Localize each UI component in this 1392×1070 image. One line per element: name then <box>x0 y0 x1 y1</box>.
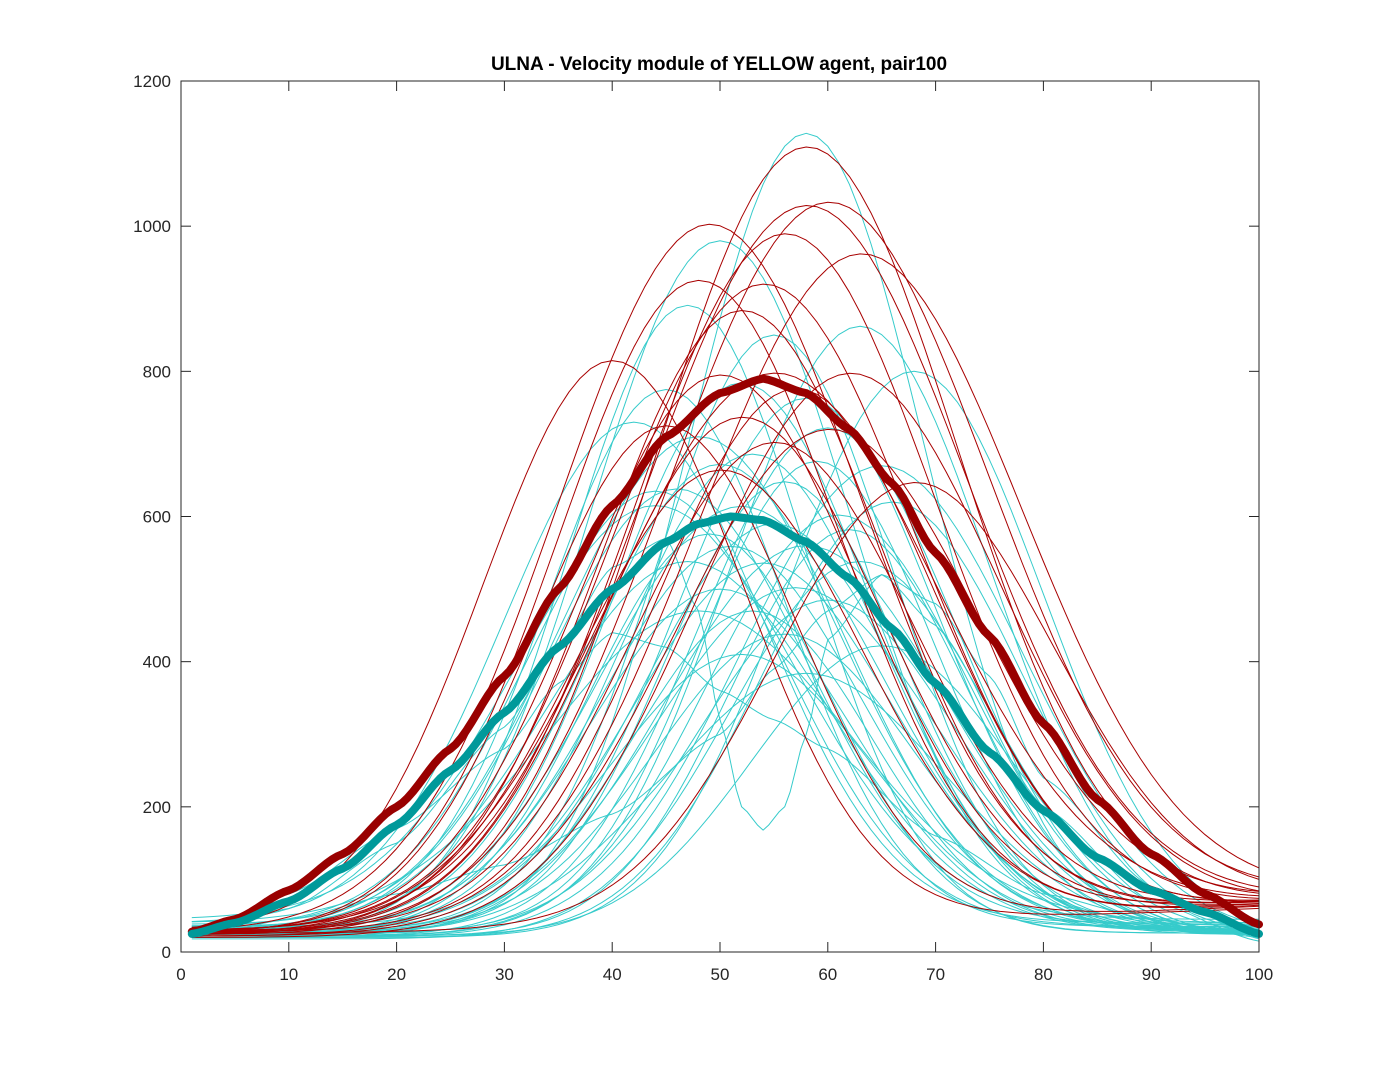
y-tick-label: 1200 <box>133 72 171 91</box>
y-tick-label: 800 <box>143 362 171 381</box>
mean-lines <box>187 374 1263 938</box>
y-tick-label: 1000 <box>133 217 171 236</box>
cyan-mean-line <box>187 512 1263 938</box>
red-trajectory-lines <box>191 146 1260 938</box>
x-tick-label: 20 <box>387 965 406 984</box>
red-line-8 <box>191 310 1260 932</box>
x-tick-label: 0 <box>176 965 185 984</box>
x-tick-label: 80 <box>1034 965 1053 984</box>
y-tick-label: 200 <box>143 798 171 817</box>
y-tick-label: 0 <box>162 943 171 962</box>
red-line-19 <box>191 469 1260 935</box>
cyan-line-36 <box>191 490 1259 928</box>
y-tick-label: 400 <box>143 653 171 672</box>
red-line-3 <box>191 201 1260 934</box>
x-tick-label: 40 <box>603 965 622 984</box>
x-axis-ticks: 0 10 20 30 40 50 60 70 80 90 100 <box>176 81 1273 984</box>
cyan-line-19 <box>191 505 1259 920</box>
x-tick-label: 100 <box>1245 965 1273 984</box>
red-mean-line <box>187 374 1263 936</box>
x-tick-label: 60 <box>818 965 837 984</box>
cyan-line-24 <box>191 561 1260 940</box>
y-axis-ticks: 0 200 400 600 800 1000 1200 <box>133 72 1259 962</box>
red-line-16 <box>191 428 1260 937</box>
red-line-18 <box>191 482 1260 934</box>
chart-title: ULNA - Velocity module of YELLOW agent, … <box>491 54 947 75</box>
red-line-17 <box>191 441 1260 931</box>
cyan-line-dip <box>191 537 1260 942</box>
x-tick-label: 30 <box>495 965 514 984</box>
cyan-line-22 <box>191 545 1260 938</box>
axes: 0 10 20 30 40 50 60 70 80 90 100 0 200 400 600 800 1000… <box>133 72 1273 984</box>
x-tick-label: 10 <box>279 965 298 984</box>
y-tick-label: 600 <box>143 508 171 527</box>
red-line-11 <box>191 374 1260 931</box>
cyan-line-39 <box>191 529 1260 937</box>
red-line-4 <box>191 233 1260 933</box>
x-tick-label: 50 <box>711 965 730 984</box>
red-line-5 <box>191 253 1260 937</box>
x-tick-label: 70 <box>926 965 945 984</box>
red-line-10 <box>191 372 1260 935</box>
x-tick-label: 90 <box>1142 965 1161 984</box>
red-line-15 <box>191 425 1260 932</box>
red-line-0 <box>191 223 1260 931</box>
plot-area <box>181 81 1263 952</box>
red-line-14 <box>191 416 1260 934</box>
